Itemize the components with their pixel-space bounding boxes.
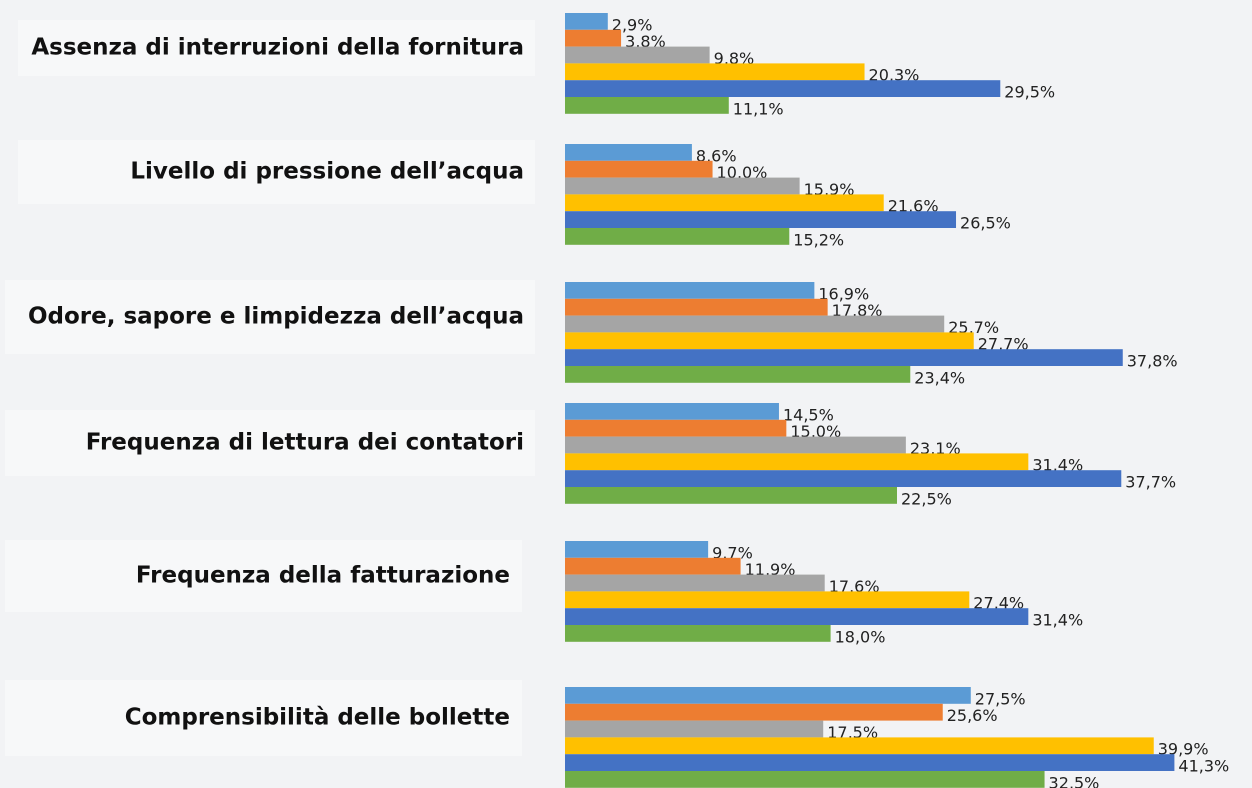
category-label: Livello di pressione dell’acqua bbox=[130, 159, 524, 185]
bar bbox=[565, 591, 970, 609]
category-label: Comprensibilità delle bollette bbox=[125, 705, 510, 731]
value-label: 15,0% bbox=[790, 422, 841, 441]
value-label: 31,4% bbox=[1032, 456, 1083, 475]
value-label: 14,5% bbox=[783, 405, 834, 424]
value-label: 26,5% bbox=[960, 214, 1011, 233]
value-label: 23,4% bbox=[914, 368, 965, 387]
value-label: 32,5% bbox=[1049, 773, 1100, 788]
bar bbox=[565, 228, 790, 245]
bar bbox=[565, 13, 608, 30]
value-label: 15,9% bbox=[804, 180, 855, 199]
value-label: 9,7% bbox=[712, 543, 753, 562]
bar bbox=[565, 470, 1122, 487]
value-label: 29,5% bbox=[1004, 83, 1055, 102]
value-label: 17,5% bbox=[827, 723, 878, 742]
value-label: 17,6% bbox=[829, 577, 880, 596]
value-label: 10,0% bbox=[717, 163, 768, 182]
value-label: 25,7% bbox=[948, 318, 999, 337]
label-box bbox=[18, 20, 535, 76]
bar bbox=[565, 754, 1175, 771]
value-label: 31,4% bbox=[1032, 611, 1083, 630]
value-label: 37,8% bbox=[1127, 352, 1178, 371]
label-box bbox=[5, 280, 535, 354]
bar bbox=[565, 315, 945, 333]
value-label: 27,4% bbox=[973, 594, 1024, 613]
bar bbox=[565, 63, 865, 81]
value-label: 27,7% bbox=[978, 335, 1029, 354]
value-label: 22,5% bbox=[901, 489, 952, 508]
bar bbox=[565, 80, 1001, 97]
value-label: 11,9% bbox=[745, 560, 796, 579]
bar bbox=[565, 625, 831, 642]
bar bbox=[565, 366, 911, 383]
bar bbox=[565, 46, 710, 64]
bar bbox=[565, 298, 828, 316]
value-label: 39,9% bbox=[1158, 740, 1209, 759]
bar bbox=[565, 541, 709, 558]
bar bbox=[565, 160, 713, 178]
bar bbox=[565, 574, 825, 592]
bar bbox=[565, 687, 971, 704]
value-label: 15,2% bbox=[793, 230, 844, 249]
value-label: 8,6% bbox=[696, 146, 737, 165]
category-label: Odore, sapore e limpidezza dell’acqua bbox=[28, 304, 524, 330]
bar bbox=[565, 29, 622, 47]
bar bbox=[565, 608, 1029, 625]
category-label: Frequenza della fatturazione bbox=[136, 563, 510, 589]
value-label: 2,9% bbox=[612, 15, 653, 34]
bar bbox=[565, 703, 943, 721]
bar bbox=[565, 557, 741, 575]
value-label: 27,5% bbox=[975, 689, 1026, 708]
value-label: 17,8% bbox=[832, 301, 883, 320]
value-label: 20,3% bbox=[869, 66, 920, 85]
label-box bbox=[5, 680, 522, 756]
value-label: 23,1% bbox=[910, 439, 961, 458]
value-label: 18,0% bbox=[835, 627, 886, 646]
label-box bbox=[18, 140, 535, 204]
bar bbox=[565, 403, 779, 420]
value-label: 3,8% bbox=[625, 32, 666, 51]
label-box bbox=[5, 410, 535, 476]
bar bbox=[565, 332, 974, 350]
bar bbox=[565, 194, 884, 212]
bar bbox=[565, 97, 729, 114]
bar bbox=[565, 282, 815, 299]
bar bbox=[565, 436, 906, 454]
bar bbox=[565, 737, 1154, 755]
label-box bbox=[5, 540, 522, 612]
bar bbox=[565, 349, 1123, 366]
value-label: 16,9% bbox=[818, 284, 869, 303]
value-label: 25,6% bbox=[947, 706, 998, 725]
value-label: 21,6% bbox=[888, 197, 939, 216]
bar bbox=[565, 771, 1045, 788]
bar bbox=[565, 453, 1029, 471]
value-label: 41,3% bbox=[1178, 757, 1229, 776]
bar bbox=[565, 487, 897, 504]
value-label: 9,8% bbox=[714, 49, 755, 68]
bar bbox=[565, 177, 800, 195]
category-label: Frequenza di lettura dei contatori bbox=[86, 430, 524, 456]
bar bbox=[565, 419, 787, 437]
bar bbox=[565, 211, 957, 228]
bar bbox=[565, 144, 692, 161]
category-label: Assenza di interruzioni della fornitura bbox=[31, 35, 524, 61]
value-label: 11,1% bbox=[733, 99, 784, 118]
bar bbox=[565, 720, 824, 738]
value-label: 37,7% bbox=[1125, 473, 1176, 492]
